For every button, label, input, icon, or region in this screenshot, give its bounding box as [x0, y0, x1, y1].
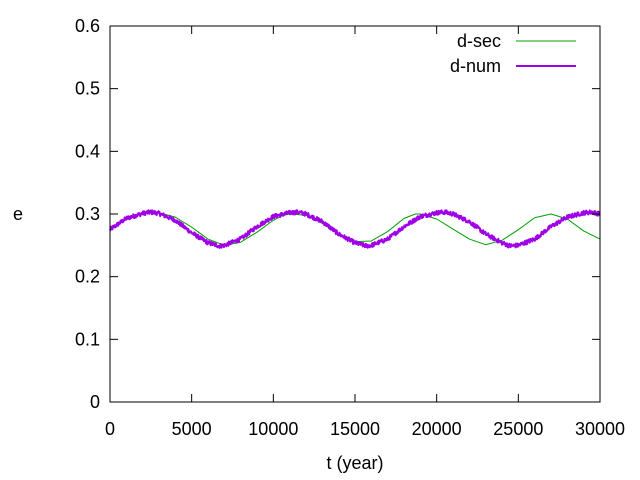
- y-tick-label: 0.4: [75, 141, 100, 161]
- series-line-d-num: [109, 209, 601, 249]
- x-tick-label: 0: [105, 419, 115, 439]
- plot-frame: [109, 25, 601, 403]
- y-tick-label: 0.1: [75, 329, 100, 349]
- x-tick-label: 25000: [493, 419, 543, 439]
- y-tick-label: 0.2: [75, 267, 100, 287]
- y-tick-label: 0.6: [75, 16, 100, 36]
- x-axis-label: t (year): [326, 453, 383, 473]
- y-tick-label: 0.3: [75, 204, 100, 224]
- legend-label-d-sec: d-sec: [457, 31, 501, 51]
- x-tick-label: 15000: [330, 419, 380, 439]
- labels-layer: 0 5000 10000 15000 20000 25000 30000 0 0.1 0.2 0.3…: [75, 16, 625, 439]
- ticks-layer: [109, 25, 601, 403]
- x-tick-label: 20000: [412, 419, 462, 439]
- x-tick-label: 30000: [575, 419, 625, 439]
- y-tick-label: 0.5: [75, 79, 100, 99]
- series-layer: [109, 209, 601, 249]
- y-tick-label: 0: [90, 392, 100, 412]
- y-axis-label: e: [13, 204, 23, 224]
- legend: d-sec d-num: [450, 31, 576, 76]
- x-tick-label: 5000: [172, 419, 212, 439]
- legend-label-d-num: d-num: [450, 56, 501, 76]
- x-tick-label: 10000: [248, 419, 298, 439]
